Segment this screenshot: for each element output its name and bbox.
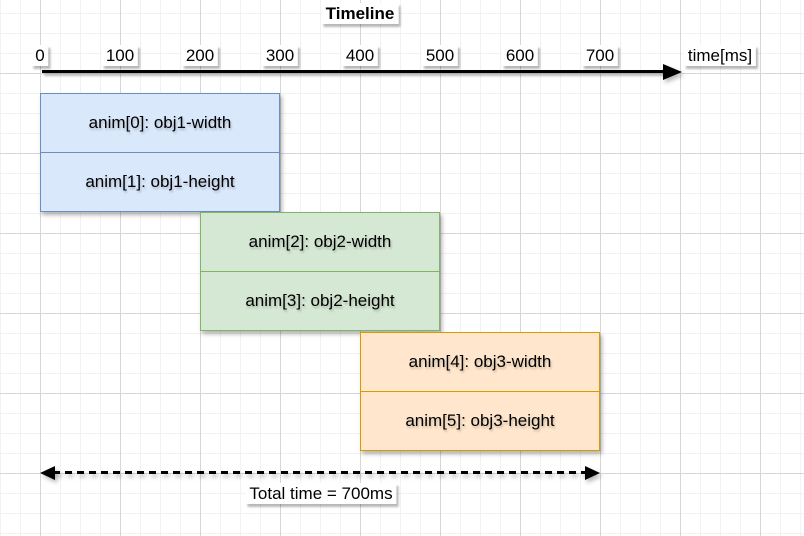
total-duration-right-arrowhead-icon	[585, 466, 600, 480]
anim2-label: anim[2]: obj2-width	[248, 232, 392, 251]
anim0-label: anim[0]: obj1-width	[88, 113, 232, 132]
anim1-bar[interactable]: anim[1]: obj1-height	[40, 152, 280, 212]
diagram-title: Timeline	[321, 3, 399, 24]
axis-tick-700: 700	[581, 45, 619, 66]
anim5-label: anim[5]: obj3-height	[405, 411, 555, 430]
axis-tick-100: 100	[101, 45, 139, 66]
axis-tick-600: 600	[501, 45, 539, 66]
axis-tick-200: 200	[181, 45, 219, 66]
anim1-label: anim[1]: obj1-height	[85, 172, 235, 191]
total-duration-dashed-line	[53, 471, 587, 474]
total-duration-left-arrowhead-icon	[40, 466, 55, 480]
anim4-label: anim[4]: obj3-width	[408, 352, 552, 371]
anim3-bar[interactable]: anim[3]: obj2-height	[200, 271, 440, 331]
total-time-label: Total time = 700ms	[245, 483, 397, 504]
anim0-bar[interactable]: anim[0]: obj1-width	[40, 93, 280, 153]
anim3-label: anim[3]: obj2-height	[245, 291, 395, 310]
obj1-track-group: anim[0]: obj1-width anim[1]: obj1-height	[40, 93, 280, 212]
axis-tick-0: 0	[31, 45, 49, 66]
time-axis-line	[42, 70, 666, 73]
obj3-track-group: anim[4]: obj3-width anim[5]: obj3-height	[360, 332, 600, 451]
anim4-bar[interactable]: anim[4]: obj3-width	[360, 332, 600, 392]
axis-tick-500: 500	[421, 45, 459, 66]
anim5-bar[interactable]: anim[5]: obj3-height	[360, 391, 600, 451]
axis-tick-400: 400	[341, 45, 379, 66]
axis-tick-300: 300	[261, 45, 299, 66]
time-axis-arrowhead-icon	[663, 64, 682, 80]
anim2-bar[interactable]: anim[2]: obj2-width	[200, 212, 440, 272]
obj2-track-group: anim[2]: obj2-width anim[3]: obj2-height	[200, 212, 440, 331]
axis-unit-label: time[ms]	[683, 45, 757, 66]
